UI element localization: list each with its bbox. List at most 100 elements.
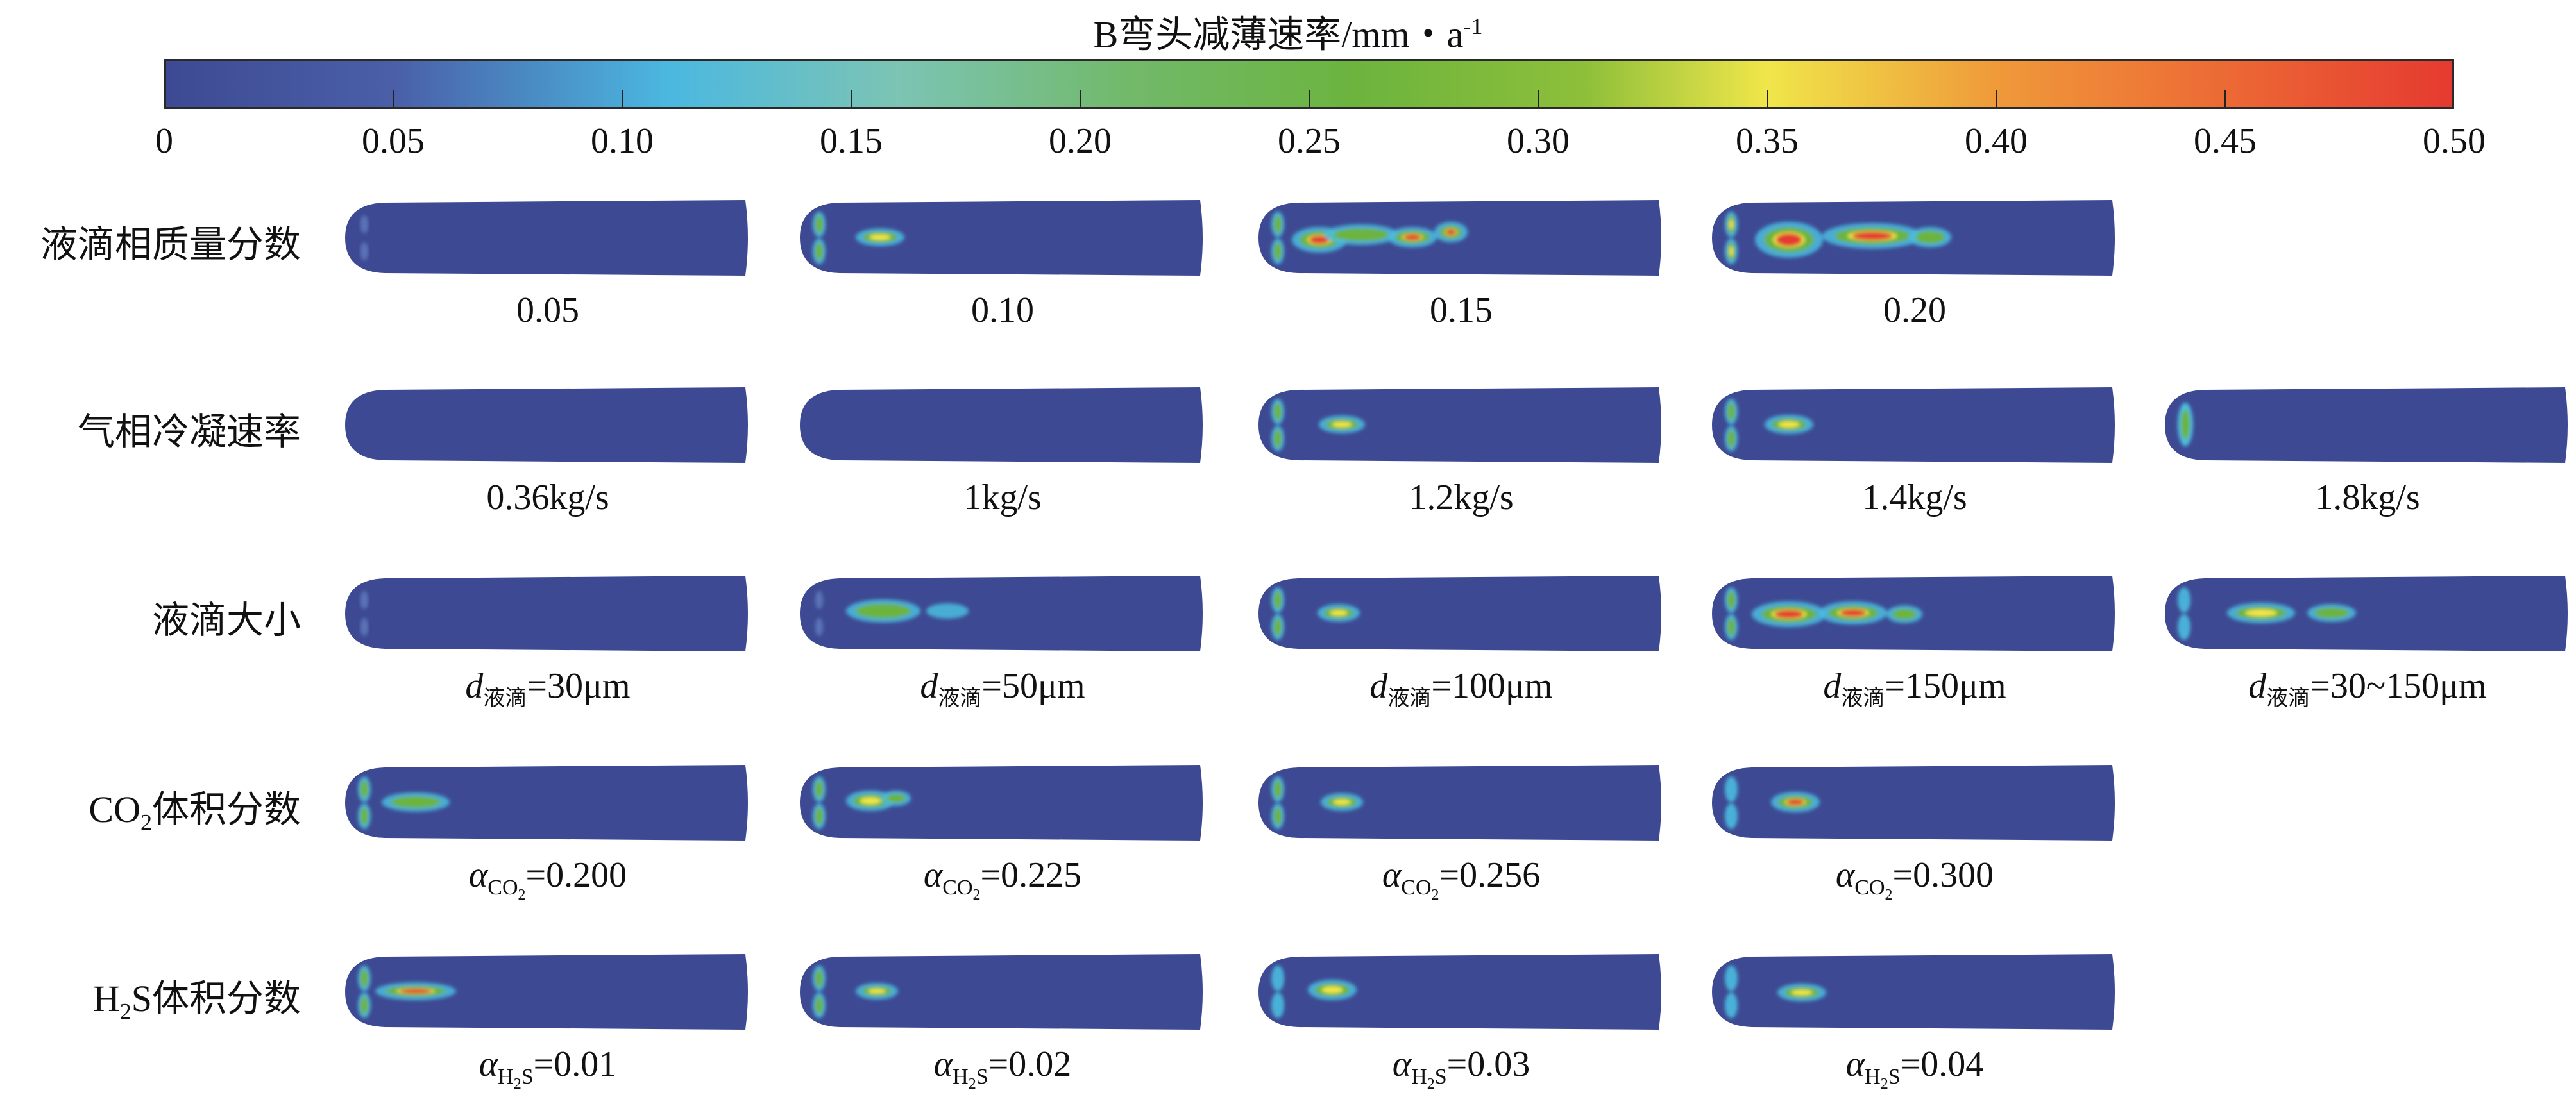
row-label: H2S体积分数 bbox=[93, 968, 301, 1025]
panel-label-value: =30~150μm bbox=[2310, 666, 2487, 706]
elbow-contour-panel bbox=[800, 387, 1205, 463]
colorbar-tick-label: 0.30 bbox=[1507, 121, 1570, 161]
panel-label: 0.10 bbox=[971, 290, 1034, 330]
elbow-pipe-shape bbox=[1258, 954, 1661, 1030]
elbow-pipe-shape bbox=[345, 954, 748, 1030]
panel-label: d液滴=150μm bbox=[1823, 666, 2006, 712]
colorbar-tick-label: 0.35 bbox=[1736, 121, 1799, 161]
thinning-rate-hotspots bbox=[1271, 776, 1363, 829]
panel-label-variable: d bbox=[1369, 666, 1388, 706]
elbow-contour-panel bbox=[345, 387, 750, 463]
panel-label-variable: α bbox=[479, 1044, 498, 1084]
colorbar-tick bbox=[1767, 90, 1768, 107]
elbow-pipe-shape bbox=[1712, 387, 2115, 463]
panel-label: 1.8kg/s bbox=[2315, 478, 2420, 517]
elbow-pipe-shape bbox=[1712, 954, 2115, 1030]
panel-label: αCO2=0.225 bbox=[924, 855, 1081, 904]
elbow-pipe-shape bbox=[800, 765, 1203, 841]
panel-label-subscript: CO2 bbox=[1854, 876, 1893, 903]
elbow-contour-panel bbox=[2165, 576, 2570, 651]
colorbar-tick-label: 0.50 bbox=[2423, 121, 2486, 161]
row-label-text: CO bbox=[89, 789, 140, 830]
panel-label-variable: d bbox=[465, 666, 484, 706]
panel-label-subscript: H2S bbox=[953, 1065, 988, 1093]
panel-label: αCO2=0.200 bbox=[469, 855, 627, 904]
elbow-pipe-shape bbox=[1258, 387, 1661, 463]
elbow-contour-panel bbox=[800, 576, 1205, 651]
elbow-pipe-shape bbox=[345, 200, 748, 276]
row-label-suffix: 体积分数 bbox=[151, 789, 301, 830]
elbow-contour-panel bbox=[345, 954, 750, 1030]
elbow-contour-panel bbox=[345, 200, 750, 276]
panel-label: αCO2=0.256 bbox=[1382, 855, 1540, 904]
panel-label-value: =0.02 bbox=[988, 1044, 1072, 1084]
colorbar-tick-label: 0 bbox=[155, 121, 173, 161]
elbow-contour-panel bbox=[1258, 954, 1664, 1030]
panel-label-subscript: H2S bbox=[1865, 1065, 1901, 1093]
panel-label-variable: α bbox=[1845, 1044, 1865, 1084]
panel-label-variable: α bbox=[1382, 855, 1402, 895]
panel-label-variable: d bbox=[1823, 666, 1842, 706]
colorbar-title: B弯头减薄速率/mm・a-1 bbox=[0, 5, 2576, 56]
thinning-rate-hotspots bbox=[1725, 399, 1813, 451]
panel-label: αCO2=0.300 bbox=[1836, 855, 1994, 904]
panel-label-subscript: 液滴 bbox=[2266, 687, 2310, 711]
thinning-rate-hotspots bbox=[813, 212, 904, 264]
row-label: 气相冷凝速率 bbox=[78, 401, 301, 455]
panel-label: 0.05 bbox=[516, 290, 579, 330]
colorbar-tick bbox=[851, 90, 852, 107]
row-label: 液滴大小 bbox=[152, 590, 301, 644]
panel-label-subscript: H2S bbox=[1411, 1065, 1447, 1093]
panel-label-subscript: 液滴 bbox=[1841, 687, 1885, 711]
elbow-contour-panel bbox=[1258, 576, 1664, 651]
thinning-rate-hotspots bbox=[1725, 966, 1826, 1018]
panel-label: 0.36kg/s bbox=[486, 478, 609, 517]
colorbar-tick bbox=[1080, 90, 1081, 107]
colorbar bbox=[164, 59, 2454, 109]
panel-label-subscript: CO2 bbox=[1401, 876, 1439, 903]
panel-label-value: =30μm bbox=[527, 666, 631, 706]
elbow-contour-panel bbox=[1712, 576, 2117, 651]
elbow-contour-panel bbox=[1712, 200, 2117, 276]
panel-label-value: =0.300 bbox=[1892, 855, 1994, 895]
panel-label: 1kg/s bbox=[963, 478, 1042, 517]
row-label-text: 液滴大小 bbox=[151, 599, 301, 641]
panel-label: αH2S=0.02 bbox=[934, 1044, 1071, 1093]
panel-label-subscript: H2S bbox=[498, 1065, 534, 1093]
elbow-contour-panel bbox=[1258, 387, 1664, 463]
panel-label-variable: α bbox=[468, 855, 488, 895]
colorbar-tick-label: 0.40 bbox=[1965, 121, 2028, 161]
elbow-pipe-shape bbox=[1258, 576, 1661, 651]
panel-label-value: =0.01 bbox=[533, 1044, 617, 1084]
row-label-text: 气相冷凝速率 bbox=[77, 411, 301, 453]
panel-label-variable: α bbox=[1835, 855, 1855, 895]
row-label-subscript: 2 bbox=[140, 809, 152, 835]
row-label: CO2体积分数 bbox=[89, 779, 301, 836]
colorbar-tick bbox=[1538, 90, 1539, 107]
thinning-rate-hotspots bbox=[1725, 776, 1820, 829]
row-label: 液滴相质量分数 bbox=[40, 214, 301, 268]
elbow-pipe-shape bbox=[345, 387, 748, 463]
elbow-pipe-shape bbox=[800, 954, 1203, 1030]
thinning-rate-hotspots bbox=[360, 215, 368, 260]
elbow-pipe-shape bbox=[1712, 765, 2115, 841]
panel-label-subscript: 液滴 bbox=[483, 687, 527, 711]
panel-label: αH2S=0.03 bbox=[1393, 1044, 1530, 1093]
panel-label-variable: α bbox=[923, 855, 943, 895]
thinning-rate-hotspots bbox=[360, 591, 368, 636]
elbow-contour-panel bbox=[1712, 387, 2117, 463]
panel-label-value: =50μm bbox=[981, 666, 1085, 706]
elbow-pipe-shape bbox=[345, 576, 748, 651]
colorbar-tick-label: 0.25 bbox=[1278, 121, 1341, 161]
panel-label: 1.2kg/s bbox=[1409, 478, 1514, 517]
colorbar-tick bbox=[1309, 90, 1310, 107]
panel-label: 0.15 bbox=[1430, 290, 1493, 330]
elbow-contour-panel bbox=[2165, 387, 2570, 463]
thinning-rate-hotspots bbox=[2178, 403, 2193, 446]
panel-label-subscript: 液滴 bbox=[1387, 687, 1432, 711]
panel-label-variable: d bbox=[920, 666, 938, 706]
elbow-pipe-shape bbox=[800, 387, 1203, 463]
panel-label: αH2S=0.04 bbox=[1846, 1044, 1983, 1093]
elbow-pipe-shape bbox=[2165, 576, 2568, 651]
panel-label-subscript: CO2 bbox=[487, 876, 526, 903]
